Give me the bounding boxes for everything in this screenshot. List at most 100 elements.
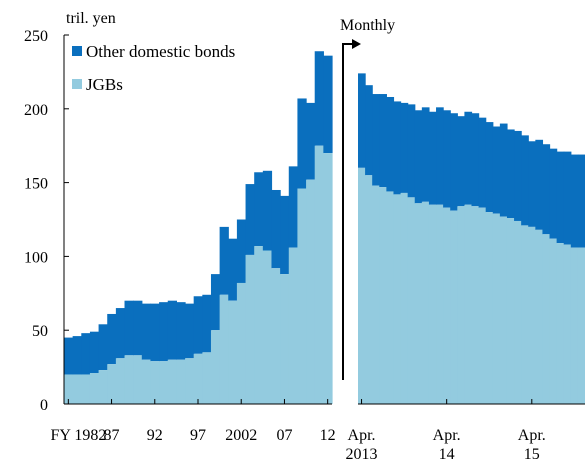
monthly-bar-other-domestic-bonds [514, 130, 522, 221]
monthly-x-tick-label: Apr. [348, 427, 376, 444]
annual-bar-jgbs [193, 353, 203, 404]
annual-bar-jgbs [245, 254, 255, 404]
monthly-bar-jgbs [407, 197, 416, 404]
monthly-bar-jgbs [556, 243, 565, 404]
monthly-bar-other-domestic-bonds [414, 110, 423, 204]
annual-bar-other-domestic-bonds [124, 300, 134, 356]
annual-bar-jgbs [115, 358, 126, 404]
annual-bar-other-domestic-bonds [81, 333, 91, 375]
annual-bar-jgbs [314, 145, 324, 404]
annual-bar-jgbs [133, 355, 143, 404]
annual-x-tick-label: 12 [320, 427, 336, 444]
annual-bar-other-domestic-bonds [150, 303, 160, 362]
annual-bar-jgbs [323, 153, 333, 404]
monthly-x-tick-label: Apr. [433, 427, 461, 444]
monthly-bar-jgbs [492, 213, 501, 404]
monthly-bar-jgbs [471, 206, 480, 404]
annual-bar-jgbs [288, 247, 299, 404]
annual-bar-other-domestic-bonds [254, 172, 264, 247]
annual-x-tick-label: 07 [276, 427, 292, 444]
y-tick-label: 0 [40, 397, 48, 414]
monthly-bar-other-domestic-bonds [457, 116, 466, 207]
annual-bar-other-domestic-bonds [271, 189, 281, 269]
monthly-bar-other-domestic-bonds [386, 96, 395, 192]
annual-bar-other-domestic-bonds [133, 300, 143, 356]
monthly-bar-jgbs [570, 247, 579, 404]
monthly-bar-jgbs [464, 204, 473, 404]
monthly-bar-jgbs [386, 191, 395, 404]
annual-bar-other-domestic-bonds [167, 300, 177, 360]
monthly-bar-jgbs [428, 204, 437, 404]
monthly-bar-jgbs [372, 185, 380, 404]
legend-swatch-jgbs [72, 79, 82, 89]
annual-bar-jgbs [124, 355, 134, 404]
monthly-bar-other-domestic-bonds [499, 123, 508, 217]
monthly-panel-title: Monthly [340, 17, 395, 34]
monthly-bar-other-domestic-bonds [464, 111, 473, 205]
annual-bar-other-domestic-bonds [228, 238, 238, 301]
annual-bar-other-domestic-bonds [185, 303, 195, 359]
annual-bar-jgbs [81, 374, 91, 404]
annual-bar-other-domestic-bonds [288, 166, 299, 248]
monthly-bar-other-domestic-bonds [542, 144, 551, 235]
annual-bar-jgbs [280, 274, 290, 404]
monthly-bar-jgbs [542, 234, 551, 404]
monthly-bar-jgbs [393, 194, 402, 404]
annual-bar-other-domestic-bonds [245, 184, 255, 255]
monthly-bar-jgbs [577, 247, 585, 404]
monthly-bar-other-domestic-bonds [407, 104, 416, 198]
monthly-bar-other-domestic-bonds [450, 113, 458, 211]
annual-bar-other-domestic-bonds [115, 308, 126, 359]
annual-panel-bars [64, 51, 333, 404]
monthly-bar-jgbs [414, 203, 423, 404]
y-tick-label: 50 [32, 323, 48, 340]
annual-bar-other-domestic-bonds [193, 296, 203, 354]
annual-bar-other-domestic-bonds [280, 195, 290, 275]
monthly-bar-other-domestic-bonds [521, 135, 529, 226]
annual-bar-other-domestic-bonds [210, 274, 221, 331]
monthly-bar-other-domestic-bonds [400, 102, 409, 193]
annual-bar-other-domestic-bonds [219, 226, 229, 295]
monthly-bar-other-domestic-bonds [428, 111, 437, 205]
annual-bar-jgbs [159, 361, 169, 404]
annual-bar-jgbs [72, 374, 82, 404]
legend-label-jgbs: JGBs [86, 75, 123, 94]
monthly-bar-jgbs [443, 207, 451, 404]
monthly-bar-jgbs [485, 212, 494, 404]
monthly-bar-other-domestic-bonds [549, 148, 558, 239]
monthly-bar-other-domestic-bonds [528, 141, 536, 227]
legend-swatch-other-domestic-bonds [72, 46, 82, 56]
annual-bar-jgbs [89, 373, 100, 404]
annual-bar-other-domestic-bonds [89, 331, 100, 374]
monthly-bar-other-domestic-bonds [358, 73, 366, 168]
monthly-bar-jgbs [549, 238, 558, 404]
annual-x-tick-label: 97 [190, 427, 206, 444]
annual-bar-jgbs [254, 246, 264, 404]
monthly-bar-other-domestic-bonds [556, 151, 565, 244]
annual-bar-other-domestic-bonds [202, 294, 212, 353]
annual-bar-jgbs [271, 268, 281, 404]
annual-bar-jgbs [202, 352, 212, 404]
annual-bar-other-domestic-bonds [98, 324, 108, 371]
annual-x-tick-label: 87 [104, 427, 120, 444]
annual-x-tick-label: 92 [147, 427, 163, 444]
annual-bar-jgbs [64, 374, 74, 404]
monthly-bar-jgbs [514, 220, 522, 404]
annual-bar-jgbs [228, 300, 238, 404]
monthly-bar-other-domestic-bonds [577, 154, 585, 248]
monthly-bar-other-domestic-bonds [443, 110, 451, 208]
annual-bar-jgbs [185, 358, 195, 404]
annual-bar-other-domestic-bonds [262, 170, 273, 251]
monthly-x-tick-sublabel: 15 [524, 446, 540, 463]
annual-bar-other-domestic-bonds [306, 102, 316, 180]
monthly-bar-jgbs [450, 210, 458, 404]
monthly-bar-jgbs [365, 175, 373, 404]
monthly-bar-other-domestic-bonds [570, 154, 579, 248]
monthly-bar-jgbs [436, 204, 444, 404]
annual-bar-other-domestic-bonds [176, 302, 186, 360]
monthly-bar-other-domestic-bonds [372, 94, 380, 186]
annual-bar-jgbs [236, 282, 247, 404]
monthly-bar-other-domestic-bonds [471, 113, 480, 207]
